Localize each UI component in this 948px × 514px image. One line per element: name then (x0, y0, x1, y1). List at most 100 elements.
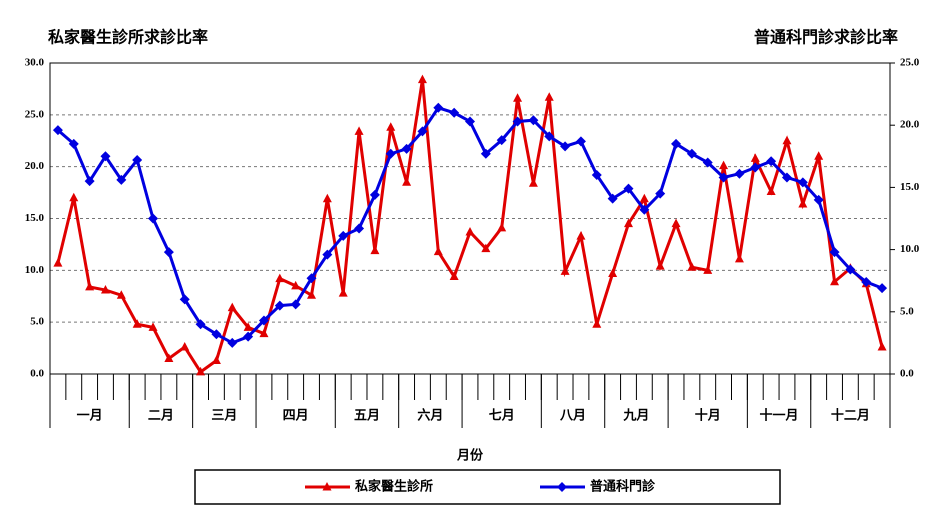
x-axis-label: 月份 (456, 448, 484, 464)
point-marker (338, 288, 348, 297)
point-marker (734, 253, 744, 263)
point-marker (480, 148, 491, 159)
point-marker (845, 264, 856, 275)
point-marker (195, 319, 206, 330)
point-marker (116, 290, 126, 299)
y-tick-label: 0.0 (30, 368, 44, 380)
point-marker (69, 192, 79, 202)
point-marker (307, 290, 317, 299)
month-label: 七月 (489, 409, 515, 424)
y-tick-label: 5.0 (30, 316, 44, 328)
point-marker (686, 148, 697, 159)
point-marker (703, 265, 713, 274)
point-marker (655, 188, 666, 199)
y2-tick-label: 10.0 (900, 243, 920, 255)
point-marker (449, 107, 460, 118)
y2-tick-label: 5.0 (900, 305, 914, 317)
point-marker (639, 193, 649, 203)
point-marker (148, 213, 159, 224)
y-tick-label: 20.0 (25, 160, 45, 172)
point-marker (164, 353, 174, 362)
y-tick-label: 15.0 (25, 212, 45, 224)
point-marker (290, 299, 301, 310)
left-title: 私家醫生診所求診比率 (48, 28, 208, 47)
point-marker (575, 136, 586, 147)
point-marker (512, 116, 523, 127)
point-marker (750, 162, 761, 173)
point-marker (623, 218, 633, 228)
point-marker (243, 322, 253, 331)
point-marker (465, 226, 475, 236)
point-marker (607, 193, 618, 204)
point-marker (211, 329, 222, 340)
point-marker (386, 122, 396, 131)
point-marker (306, 273, 317, 284)
point-marker (417, 126, 428, 137)
point-marker (560, 141, 571, 152)
point-marker (196, 366, 206, 376)
month-label: 十二月 (831, 408, 870, 424)
point-marker (766, 156, 777, 167)
point-marker (702, 157, 713, 168)
point-marker (338, 230, 349, 241)
y-tick-label: 25.0 (25, 108, 45, 120)
point-marker (591, 169, 602, 180)
right-title: 普通科門診求診比率 (754, 28, 898, 47)
point-marker (671, 138, 682, 149)
point-marker (877, 283, 888, 294)
legend-label: 普通科門診 (590, 479, 656, 495)
point-marker (655, 261, 665, 270)
point-marker (180, 342, 190, 351)
point-marker (813, 194, 824, 205)
point-marker (402, 177, 412, 186)
point-marker (528, 115, 539, 126)
point-marker (592, 319, 602, 328)
point-marker (797, 177, 808, 188)
month-label: 六月 (417, 408, 443, 424)
point-marker (877, 342, 887, 351)
point-marker (84, 176, 95, 187)
y-tick-label: 30.0 (25, 57, 45, 69)
point-marker (354, 223, 365, 234)
point-marker (322, 193, 332, 203)
point-marker (798, 198, 808, 208)
point-marker (258, 315, 269, 326)
y-tick-label: 10.0 (25, 264, 45, 276)
month-label: 九月 (622, 409, 649, 424)
point-marker (259, 328, 269, 338)
point-marker (274, 300, 285, 311)
point-marker (449, 271, 459, 281)
y2-tick-label: 0.0 (900, 368, 914, 380)
point-marker (639, 204, 650, 215)
point-marker (179, 294, 190, 305)
point-marker (68, 138, 79, 149)
point-marker (528, 178, 538, 187)
point-marker (513, 93, 523, 102)
point-marker (433, 102, 444, 113)
series-line (56, 106, 883, 345)
point-marker (814, 151, 824, 160)
point-marker (275, 273, 285, 283)
point-marker (132, 155, 143, 166)
month-label: 五月 (354, 409, 380, 424)
point-marker (557, 482, 567, 492)
point-marker (608, 268, 618, 277)
point-marker (369, 189, 380, 200)
y2-tick-label: 20.0 (900, 119, 920, 131)
point-marker (385, 148, 396, 159)
point-marker (85, 281, 95, 291)
point-marker (750, 153, 760, 162)
point-marker (560, 266, 570, 275)
y2-tick-label: 25.0 (900, 57, 920, 69)
plot-frame (49, 62, 891, 375)
point-marker (100, 151, 111, 162)
point-marker (544, 92, 554, 101)
month-label: 十一月 (760, 408, 799, 424)
point-marker (465, 116, 475, 127)
point-marker (211, 355, 221, 365)
point-marker (623, 183, 634, 194)
legend-box (194, 469, 781, 505)
point-marker (496, 135, 507, 146)
point-marker (243, 331, 254, 342)
